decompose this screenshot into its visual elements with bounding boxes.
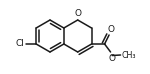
Text: O: O xyxy=(74,9,81,18)
Text: Cl: Cl xyxy=(16,40,25,48)
Text: CH₃: CH₃ xyxy=(122,50,136,59)
Text: O: O xyxy=(108,54,115,63)
Text: O: O xyxy=(107,24,114,34)
